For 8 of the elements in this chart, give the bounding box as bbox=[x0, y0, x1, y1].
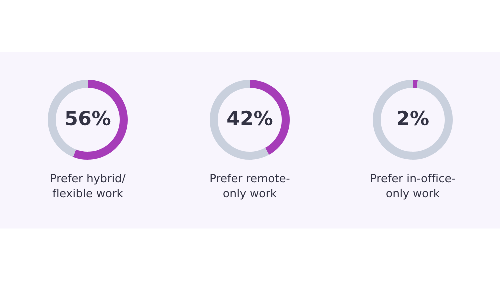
data-label: 56% bbox=[66, 110, 111, 126]
data-label: 42% bbox=[228, 110, 273, 126]
data-label: 2% bbox=[398, 110, 429, 126]
text: Prefer hybrid/ flexible work bbox=[51, 174, 126, 198]
donut-slice bbox=[373, 80, 453, 160]
donut-slice bbox=[413, 80, 418, 88]
text: Prefer remote- only work bbox=[210, 174, 290, 200]
text: Prefer in-office- only work bbox=[371, 174, 456, 200]
